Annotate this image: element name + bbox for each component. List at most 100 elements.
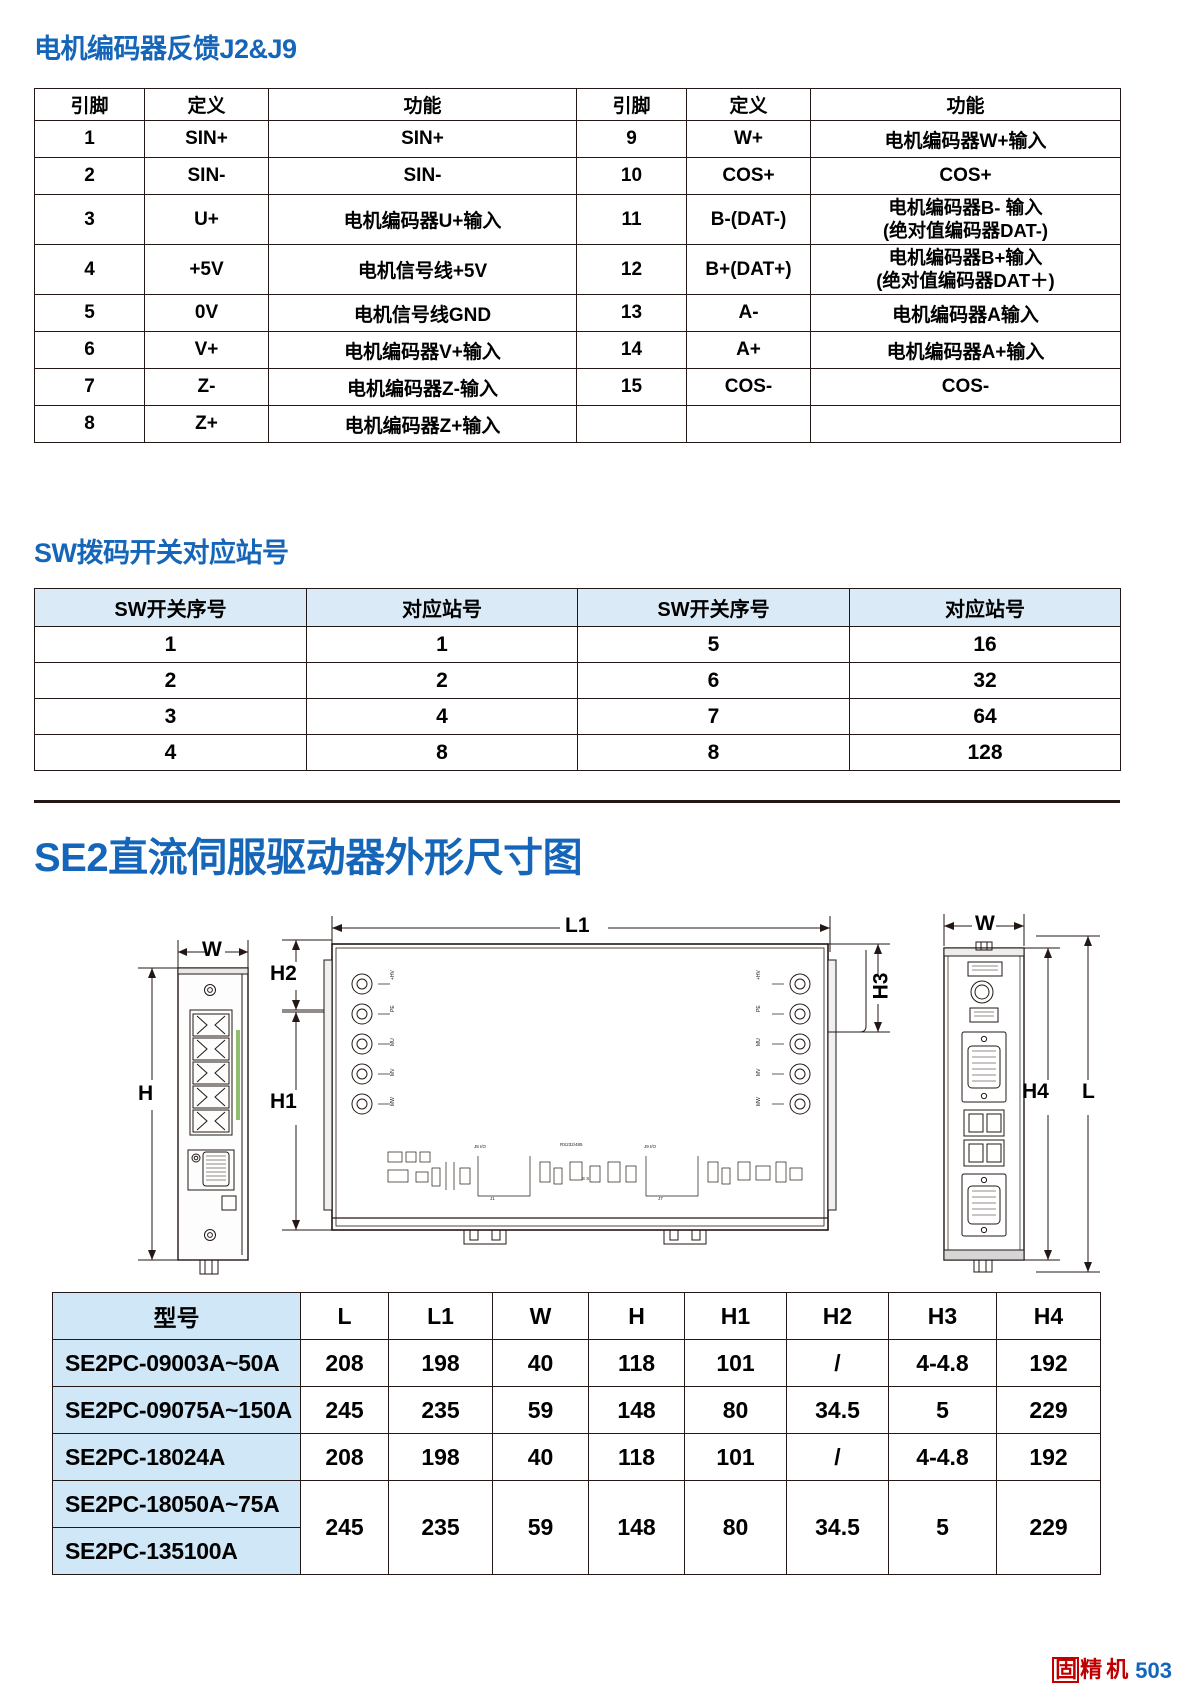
pin-cell-pin-left: 8 (34, 405, 145, 444)
dim-cell-h2: 34.5 (786, 1480, 889, 1575)
dim-label-right-l: L (1082, 1080, 1095, 1103)
svg-text:J8 I/O: J8 I/O (474, 1144, 487, 1149)
pin-cell-fun-left: 电机编码器U+输入 (268, 193, 577, 246)
dim-cell-w: 59 (492, 1480, 589, 1575)
dim-header-h: H (588, 1292, 685, 1340)
dim-cell-l: 208 (300, 1433, 389, 1481)
dim-cell-h4: 192 (996, 1339, 1101, 1387)
sw-cell-station-1: 2 (306, 662, 578, 699)
svg-text:S S: S S (582, 1176, 589, 1181)
sw-header-station-1: 对应站号 (306, 588, 578, 627)
svg-text:J7: J7 (658, 1196, 663, 1201)
pin-cell-pin-right: 14 (576, 331, 687, 370)
sw-cell-station-1: 4 (306, 698, 578, 735)
pin-cell-def-right (686, 405, 811, 444)
dim-cell-h1: 80 (684, 1386, 787, 1434)
dim-header-h2: H2 (786, 1292, 889, 1340)
sw-section-heading: SW拨码开关对应站号 (34, 538, 289, 568)
dim-header-h1: H1 (684, 1292, 787, 1340)
pin-cell-pin-left: 2 (34, 157, 145, 195)
dim-cell-h1: 101 (684, 1339, 787, 1387)
pin-cell-fun-right: 电机编码器B- 输入 (绝对值编码器DAT-) (810, 193, 1121, 246)
dim-table-header-row: 型号 L L1 W H H1 H2 H3 H4 (52, 1292, 1101, 1340)
dim-label-mid-h2: H2 (270, 962, 297, 985)
dim-cell-l: 245 (300, 1386, 389, 1434)
dim-cell-h: 118 (588, 1339, 685, 1387)
pin-cell-def-right: B+(DAT+) (686, 244, 811, 296)
pin-cell-def-left: U+ (144, 193, 269, 246)
pin-cell-pin-right: 15 (576, 368, 687, 407)
pin-cell-fun-left: 电机信号线GND (268, 294, 577, 333)
svg-text:PE: PE (390, 1005, 396, 1012)
pin-cell-def-right: COS- (686, 368, 811, 407)
dim-cell-l: 245 (300, 1480, 389, 1575)
table-row: 1 1 5 16 (34, 626, 1121, 663)
sw-table-body: 1 1 5 16 2 2 6 32 3 4 7 64 4 8 8 128 (34, 626, 1121, 771)
sw-cell-switch-1: 4 (34, 734, 307, 771)
dim-header-h4: H4 (996, 1292, 1101, 1340)
sw-cell-switch-2: 8 (577, 734, 850, 771)
dim-label-right-w: W (975, 912, 995, 935)
pin-header-def-right: 定义 (686, 88, 811, 121)
sw-cell-station-1: 1 (306, 626, 578, 663)
table-row: SE2PC-135100A (52, 1527, 1101, 1575)
dim-header-l: L (300, 1292, 389, 1340)
dim-label-left-w: W (202, 938, 222, 961)
pin-cell-def-right: B-(DAT-) (686, 193, 811, 246)
dim-cell-h2: / (786, 1433, 889, 1481)
dim-cell-h4: 229 (996, 1386, 1101, 1434)
pin-cell-fun-right (810, 405, 1121, 444)
table-row: SE2PC-09003A~50A 208 198 40 118 101/4-4.8 192 (52, 1339, 1101, 1387)
pin-header-pin-right: 引脚 (576, 88, 687, 121)
sw-header-switch-2: SW开关序号 (577, 588, 850, 627)
pin-cell-fun-left: 电机编码器Z-输入 (268, 368, 577, 407)
pin-cell-fun-right: 电机编码器W+输入 (810, 120, 1121, 158)
dim-cell-w: 40 (492, 1339, 589, 1387)
table-row: 2 2 6 32 (34, 662, 1121, 699)
dim-header-w: W (492, 1292, 589, 1340)
svg-text:RS232/485: RS232/485 (560, 1142, 583, 1147)
pin-cell-fun-right: COS- (810, 368, 1121, 407)
svg-text:MW: MW (390, 1097, 396, 1106)
pin-cell-def-left: SIN+ (144, 120, 269, 158)
pin-cell-fun-right: 电机编码器A+输入 (810, 331, 1121, 370)
page-number: 503 (1135, 1658, 1172, 1683)
sw-cell-switch-1: 2 (34, 662, 307, 699)
pin-section-heading: 电机编码器反馈J2&J9 (34, 34, 297, 64)
pin-table-header-row: 引脚 定义 功能 引脚 定义 功能 (34, 88, 1121, 121)
pin-cell-def-right: COS+ (686, 157, 811, 195)
dim-header-model: 型号 (52, 1292, 301, 1340)
pin-header-def-left: 定义 (144, 88, 269, 121)
pin-cell-pin-left: 3 (34, 193, 145, 246)
pin-cell-pin-right (576, 405, 687, 444)
table-row: 4 +5V 电机信号线+5V 12 B+(DAT+) 电机编码器B+输入 (绝对值编码器DA… (34, 244, 1121, 296)
pin-cell-pin-right: 13 (576, 294, 687, 333)
dim-cell-h4: 192 (996, 1433, 1101, 1481)
sw-table: SW开关序号 对应站号 SW开关序号 对应站号 1 1 5 16 2 2 6 32 3 4 7 64 4… (34, 588, 1121, 771)
dim-cell-h: 148 (588, 1480, 685, 1575)
table-row: 5 0V 电机信号线GND 13 A- 电机编码器A输入 (34, 294, 1121, 333)
sw-cell-station-2: 32 (849, 662, 1121, 699)
dim-cell-l: 208 (300, 1339, 389, 1387)
dim-cell-l1: 235 (388, 1386, 493, 1434)
page-footer: 固精 机 503 (1052, 1652, 1172, 1684)
pin-cell-def-right: A- (686, 294, 811, 333)
pin-cell-pin-left: 6 (34, 331, 145, 370)
sw-cell-switch-1: 1 (34, 626, 307, 663)
pin-table: 引脚 定义 功能 引脚 定义 功能 1 SIN+ SIN+ 9 W+ 电机编码器W+输入 2… (34, 88, 1121, 444)
pin-header-fun-right: 功能 (810, 88, 1121, 121)
table-row: SE2PC-09075A~150A 245 235 59 148 80 34.5 5 229 (52, 1386, 1101, 1434)
dim-label-mid-l1: L1 (565, 914, 590, 937)
dim-cell-h2: 34.5 (786, 1386, 889, 1434)
pin-cell-fun-right: 电机编码器A输入 (810, 294, 1121, 333)
sw-cell-switch-1: 3 (34, 698, 307, 735)
pin-cell-def-left: Z+ (144, 405, 269, 444)
svg-text:MW: MW (756, 1097, 762, 1106)
dimension-section-heading: SE2直流伺服驱动器外形尺寸图 (34, 836, 583, 880)
dim-cell-model: SE2PC-18050A~75A (52, 1480, 301, 1528)
dim-label-mid-h3: H3 (869, 972, 893, 1000)
pin-cell-fun-left: SIN+ (268, 120, 577, 158)
pin-cell-fun-left: SIN- (268, 157, 577, 195)
sw-cell-switch-2: 5 (577, 626, 850, 663)
